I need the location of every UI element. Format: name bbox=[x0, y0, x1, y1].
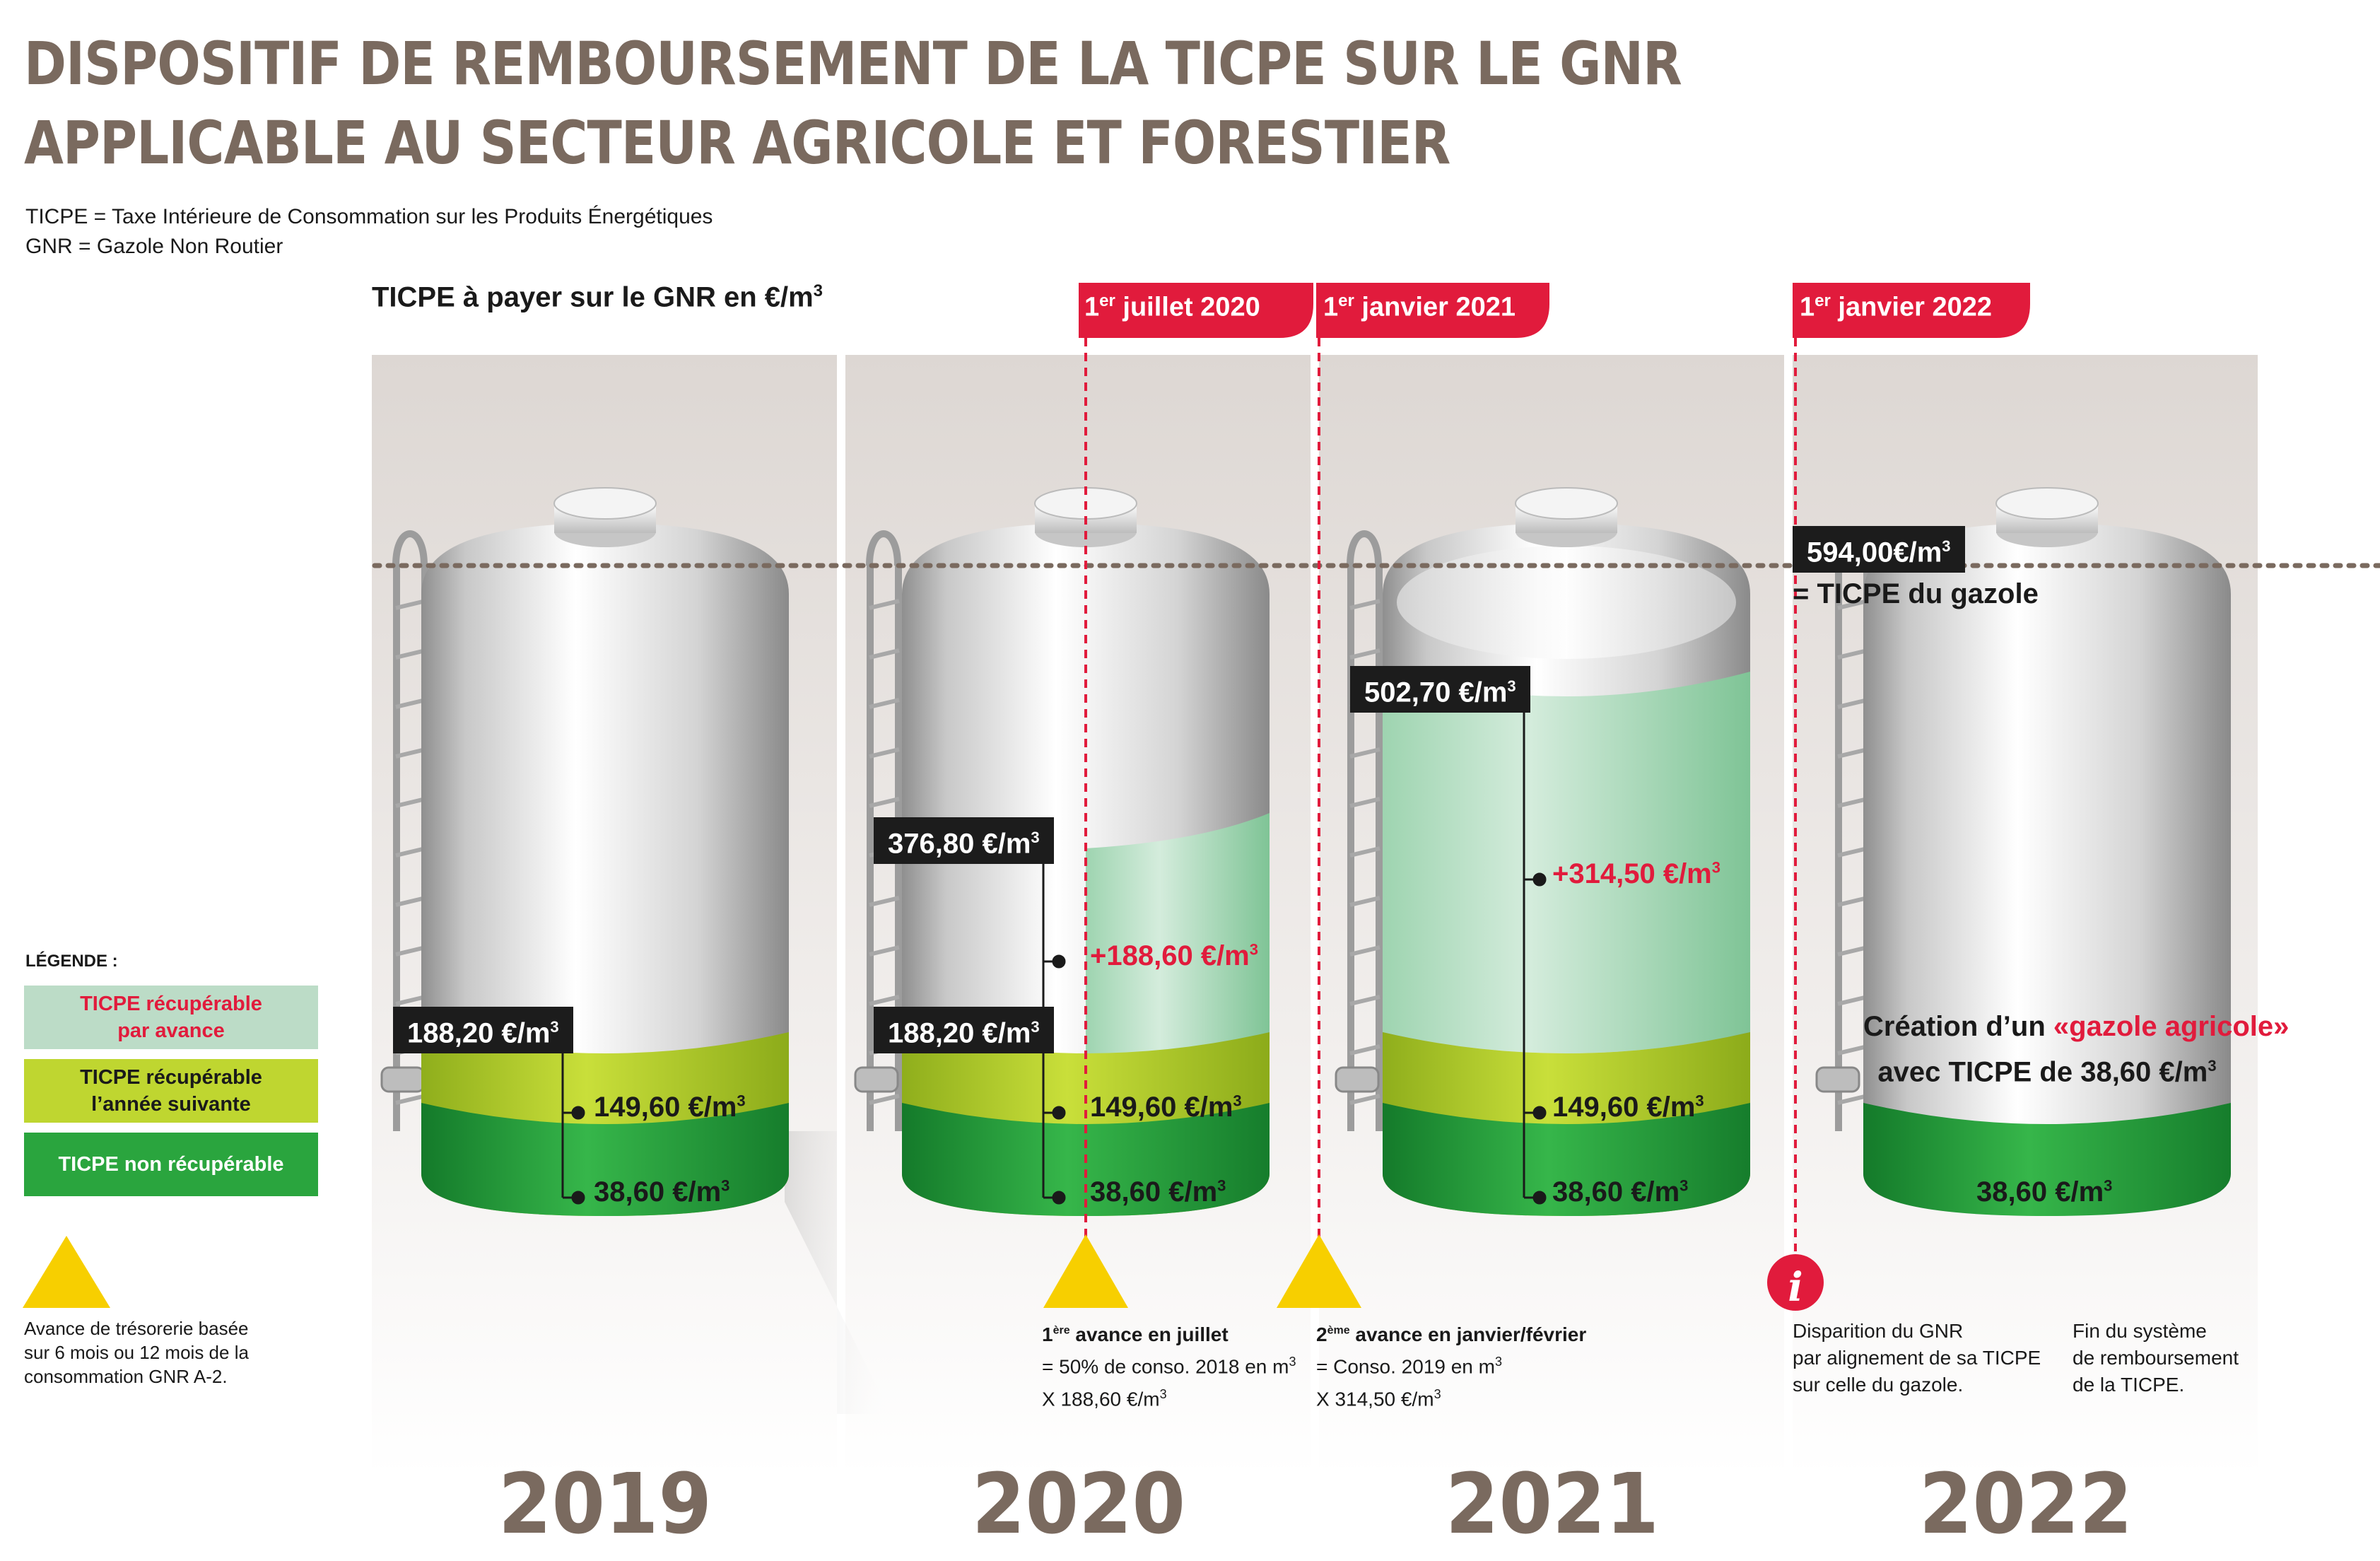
definition-gnr: GNR = Gazole Non Routier bbox=[25, 235, 283, 258]
legend-triangle-icon bbox=[23, 1236, 110, 1308]
chart-subtitle: TICPE à payer sur le GNR en €/m3 bbox=[372, 281, 823, 313]
tank-2022 bbox=[1815, 487, 2231, 1216]
connectors-2021 bbox=[1523, 704, 1547, 1205]
flag-2020: 1er juillet 2020 bbox=[1084, 291, 1260, 322]
title-line-1: DISPOSITIF DE REMBOURSEMENT DE LA TICPE … bbox=[24, 29, 1682, 98]
legend-item-suivante: TICPE récupérable l’année suivante bbox=[80, 1066, 262, 1116]
total-2019: 188,20 €/m3 bbox=[393, 1007, 573, 1054]
flag-shape-2020 bbox=[1079, 283, 1313, 338]
recup-suivante-2021: 149,60 €/m3 bbox=[1552, 1092, 1704, 1123]
non-recup-2020: 38,60 €/m3 bbox=[1090, 1176, 1226, 1208]
connectors-2019 bbox=[561, 1045, 585, 1205]
avance-2021: +314,50 €/m3 bbox=[1552, 858, 1720, 889]
legend-swatch-suivante bbox=[24, 1059, 318, 1123]
note-2020: 1ère avance en juillet = 50% de conso. 2… bbox=[1042, 1323, 1296, 1410]
flag-2022: 1er janvier 2022 bbox=[1800, 291, 1992, 322]
year-2021: 2021 bbox=[1445, 1455, 1660, 1553]
total-note-2022: = TICPE du gazole bbox=[1793, 578, 2039, 609]
legend-item-avance: TICPE récupérable par avance bbox=[80, 993, 262, 1042]
definition-ticpe: TICPE = Taxe Intérieure de Consommation … bbox=[25, 205, 713, 228]
info-icon bbox=[1767, 1254, 1824, 1311]
legend-advance-note: Avance de trésorerie basée sur 6 mois ou… bbox=[24, 1318, 249, 1387]
flag-shape-2021 bbox=[1316, 283, 1549, 338]
triangle-icon-2021 bbox=[1277, 1234, 1361, 1308]
avance-2020: +188,60 €/m3 bbox=[1090, 940, 1258, 971]
creation-gazole-agricole: Création d’un «gazole agricole» avec TIC… bbox=[1863, 1011, 2290, 1088]
non-recup-2022: 38,60 €/m3 bbox=[1976, 1176, 2113, 1208]
legend-item-non-recup: TICPE non récupérable bbox=[58, 1153, 284, 1176]
title-line-2: APPLICABLE AU SECTEUR AGRICOLE ET FOREST… bbox=[24, 108, 1450, 177]
year-2022: 2022 bbox=[1918, 1455, 2133, 1553]
flag-shape-2022 bbox=[1793, 283, 2030, 338]
legend-swatch-avance bbox=[24, 986, 318, 1049]
page-title: DISPOSITIF DE REMBOURSEMENT DE LA TICPE … bbox=[24, 24, 1682, 182]
subtitle-text: TICPE à payer sur le GNR en €/m bbox=[372, 281, 814, 313]
subtitle-sup: 3 bbox=[813, 281, 823, 300]
total-2022: 594,00€/m3 bbox=[1793, 526, 1965, 573]
triangle-icon-2020 bbox=[1043, 1234, 1128, 1308]
legend-title: LÉGENDE : bbox=[25, 952, 118, 971]
year-2020: 2020 bbox=[971, 1455, 1186, 1553]
total-2020: 376,80 €/m3 bbox=[874, 817, 1054, 865]
non-recup-2021: 38,60 €/m3 bbox=[1552, 1176, 1689, 1208]
non-recup-2019: 38,60 €/m3 bbox=[594, 1176, 730, 1208]
total-2021: 502,70 €/m3 bbox=[1350, 666, 1530, 713]
note-2021: 2ème avance en janvier/février = Conso. … bbox=[1316, 1323, 1587, 1410]
note-2022-fin: Fin du système de remboursement de la TI… bbox=[2073, 1320, 2239, 1396]
recup-suivante-2019: 149,60 €/m3 bbox=[594, 1092, 746, 1123]
note-2022-disparition: Disparition du GNR par alignement de sa … bbox=[1793, 1320, 2041, 1396]
recup-suivante-2020: 149,60 €/m3 bbox=[1090, 1092, 1242, 1123]
info-icon-glyph: i bbox=[1788, 1264, 1802, 1311]
connectors-2020 bbox=[1042, 855, 1066, 1205]
year-2019: 2019 bbox=[498, 1455, 713, 1553]
base-2020: 188,20 €/m3 bbox=[874, 1007, 1054, 1054]
legend-swatch-non-recup bbox=[24, 1133, 318, 1196]
definitions: TICPE = Taxe Intérieure de Consommation … bbox=[25, 202, 713, 262]
flag-2021: 1er janvier 2021 bbox=[1323, 291, 1516, 322]
